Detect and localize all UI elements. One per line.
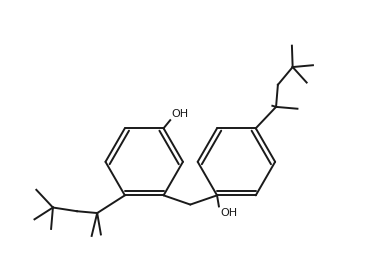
Text: OH: OH bbox=[220, 208, 237, 218]
Text: OH: OH bbox=[171, 109, 189, 119]
